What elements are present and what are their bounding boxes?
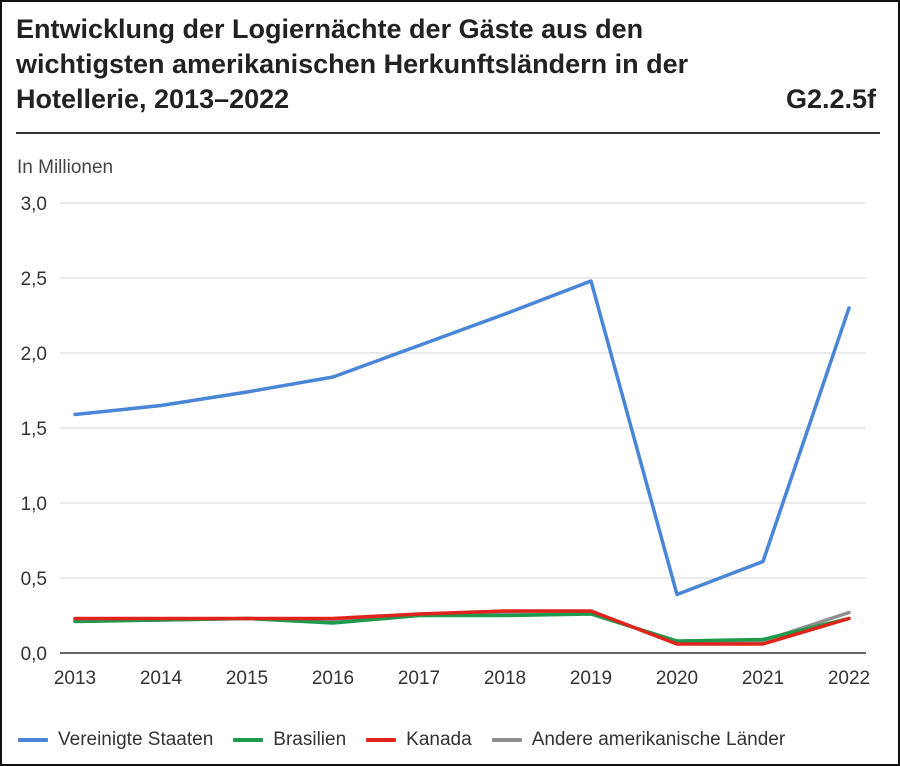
- legend-item: Andere amerikanische Länder: [491, 729, 786, 751]
- legend-swatch: [366, 738, 397, 742]
- x-tick-label: 2020: [656, 668, 698, 689]
- x-tick-label: 2014: [140, 668, 183, 689]
- x-tick-label: 2021: [742, 668, 784, 689]
- chart-legend: Vereinigte Staaten Brasilien Kanada Andere …: [18, 727, 805, 753]
- y-tick-label: 0,0: [21, 644, 47, 665]
- series-line-vereinigte-staaten: [73, 279, 851, 597]
- x-axis-ticks: 2013 2014 2015 2016 2017 2018 2019 2020 2021 2022: [54, 668, 870, 689]
- legend-item: Brasilien: [233, 729, 346, 751]
- legend-item: Kanada: [366, 729, 472, 751]
- y-tick-label: 1,5: [21, 419, 47, 440]
- x-tick-label: 2022: [828, 668, 870, 689]
- x-tick-label: 2018: [484, 668, 526, 689]
- y-tick-label: 3,0: [21, 194, 47, 215]
- x-tick-label: 2019: [570, 668, 612, 689]
- legend-label: Andere amerikanische Länder: [531, 729, 786, 750]
- legend-label: Vereinigte Staaten: [58, 729, 214, 750]
- x-tick-label: 2016: [312, 668, 354, 689]
- y-tick-label: 2,0: [21, 344, 47, 365]
- legend-label: Brasilien: [273, 729, 347, 750]
- legend-label: Kanada: [406, 729, 472, 750]
- y-axis-ticks: 0,0 0,5 1,0 1,5 2,0 2,5 3,0: [21, 194, 47, 665]
- y-tick-label: 1,0: [21, 494, 47, 515]
- legend-swatch: [491, 738, 522, 742]
- y-tick-label: 2,5: [21, 269, 47, 290]
- x-tick-label: 2015: [226, 668, 268, 689]
- figure-code: G2.2.5f: [785, 84, 876, 114]
- x-tick-label: 2013: [54, 668, 96, 689]
- legend-item: Vereinigte Staaten: [18, 729, 213, 751]
- title-divider: [16, 132, 880, 134]
- legend-swatch: [18, 738, 48, 742]
- x-tick-label: 2017: [398, 668, 440, 689]
- y-axis-unit-label: In Millionen: [17, 157, 114, 178]
- series-line-kanada: [73, 609, 851, 646]
- legend-swatch: [233, 738, 264, 742]
- gridlines: [60, 202, 866, 654]
- y-tick-label: 0,5: [21, 569, 47, 590]
- chart-title: Entwicklung der Logiernächte der Gäste a…: [16, 14, 689, 114]
- series-lines: [73, 279, 851, 646]
